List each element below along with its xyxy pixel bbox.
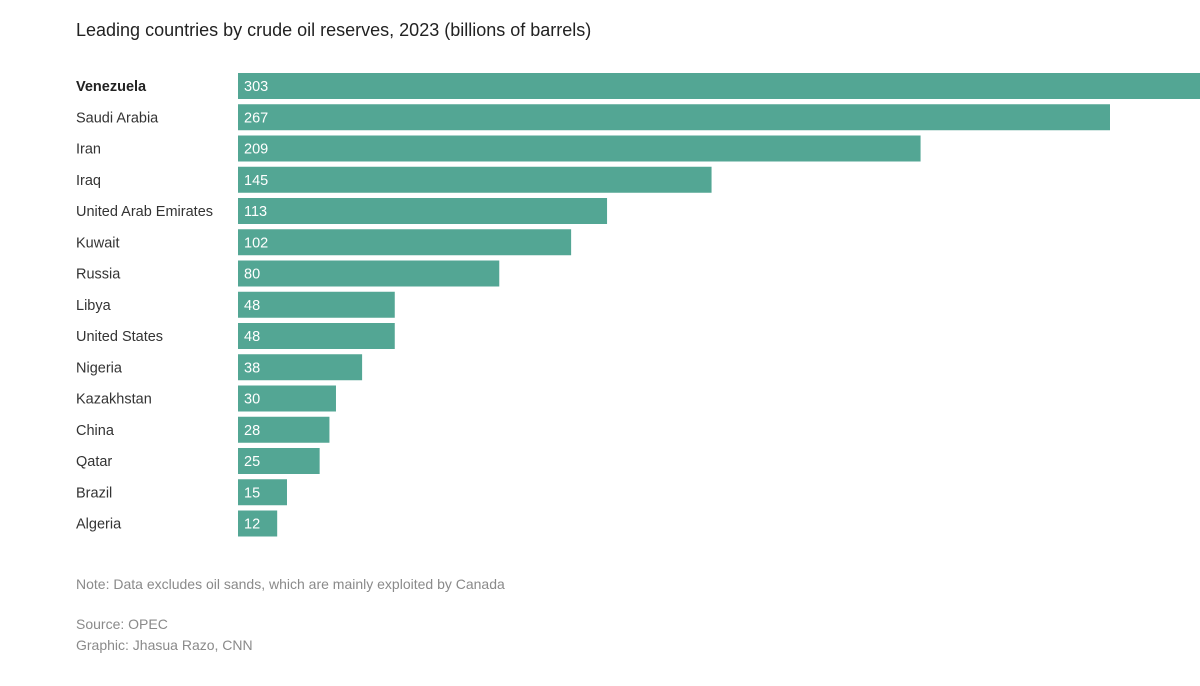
chart-note: Note: Data excludes oil sands, which are… bbox=[76, 576, 505, 592]
chart-credit: Graphic: Jhasua Razo, CNN bbox=[76, 637, 253, 653]
bar bbox=[238, 479, 287, 506]
data-label: 303 bbox=[244, 79, 268, 95]
bar bbox=[238, 198, 608, 224]
category-label: United Arab Emirates bbox=[76, 204, 213, 220]
data-label: 28 bbox=[244, 423, 260, 439]
bar bbox=[238, 510, 278, 537]
category-label: Iraq bbox=[76, 173, 101, 189]
data-label: 102 bbox=[244, 235, 268, 251]
bar bbox=[238, 166, 712, 193]
data-label: 267 bbox=[244, 110, 268, 126]
bar bbox=[238, 385, 336, 412]
data-label: 12 bbox=[244, 517, 260, 533]
bar bbox=[238, 323, 395, 349]
category-label: China bbox=[76, 423, 115, 439]
chart-source: Source: OPEC bbox=[76, 616, 168, 632]
bar bbox=[238, 229, 572, 256]
category-label: United States bbox=[76, 329, 163, 345]
data-label: 38 bbox=[244, 360, 260, 376]
data-label: 80 bbox=[244, 267, 260, 283]
bar bbox=[238, 416, 330, 443]
category-label: Libya bbox=[76, 298, 112, 314]
category-label: Nigeria bbox=[76, 360, 123, 376]
data-label: 25 bbox=[244, 454, 260, 470]
category-label: Kuwait bbox=[76, 235, 120, 251]
bar bbox=[238, 354, 363, 381]
data-label: 15 bbox=[244, 485, 260, 501]
data-label: 113 bbox=[244, 204, 267, 220]
bar bbox=[238, 73, 1200, 99]
category-label: Saudi Arabia bbox=[76, 110, 159, 126]
data-label: 30 bbox=[244, 392, 260, 408]
bar bbox=[238, 260, 500, 287]
bar bbox=[238, 448, 320, 474]
bar-chart: Venezuela 303 Saudi Arabia 267 Iran 209 Iraq 14… bbox=[76, 73, 1200, 537]
data-label: 48 bbox=[244, 329, 260, 345]
category-label: Russia bbox=[76, 267, 121, 283]
category-label: Iran bbox=[76, 142, 101, 158]
chart-title: Leading countries by crude oil reserves,… bbox=[76, 20, 592, 40]
category-label: Qatar bbox=[76, 454, 112, 470]
category-label: Algeria bbox=[76, 517, 122, 533]
bar bbox=[238, 291, 395, 318]
category-label: Brazil bbox=[76, 485, 112, 501]
category-label: Venezuela bbox=[76, 79, 147, 95]
bar bbox=[238, 104, 1110, 131]
bar bbox=[238, 135, 921, 162]
category-label: Kazakhstan bbox=[76, 392, 152, 408]
data-label: 145 bbox=[244, 173, 268, 189]
data-label: 209 bbox=[244, 142, 268, 158]
data-label: 48 bbox=[244, 298, 260, 314]
